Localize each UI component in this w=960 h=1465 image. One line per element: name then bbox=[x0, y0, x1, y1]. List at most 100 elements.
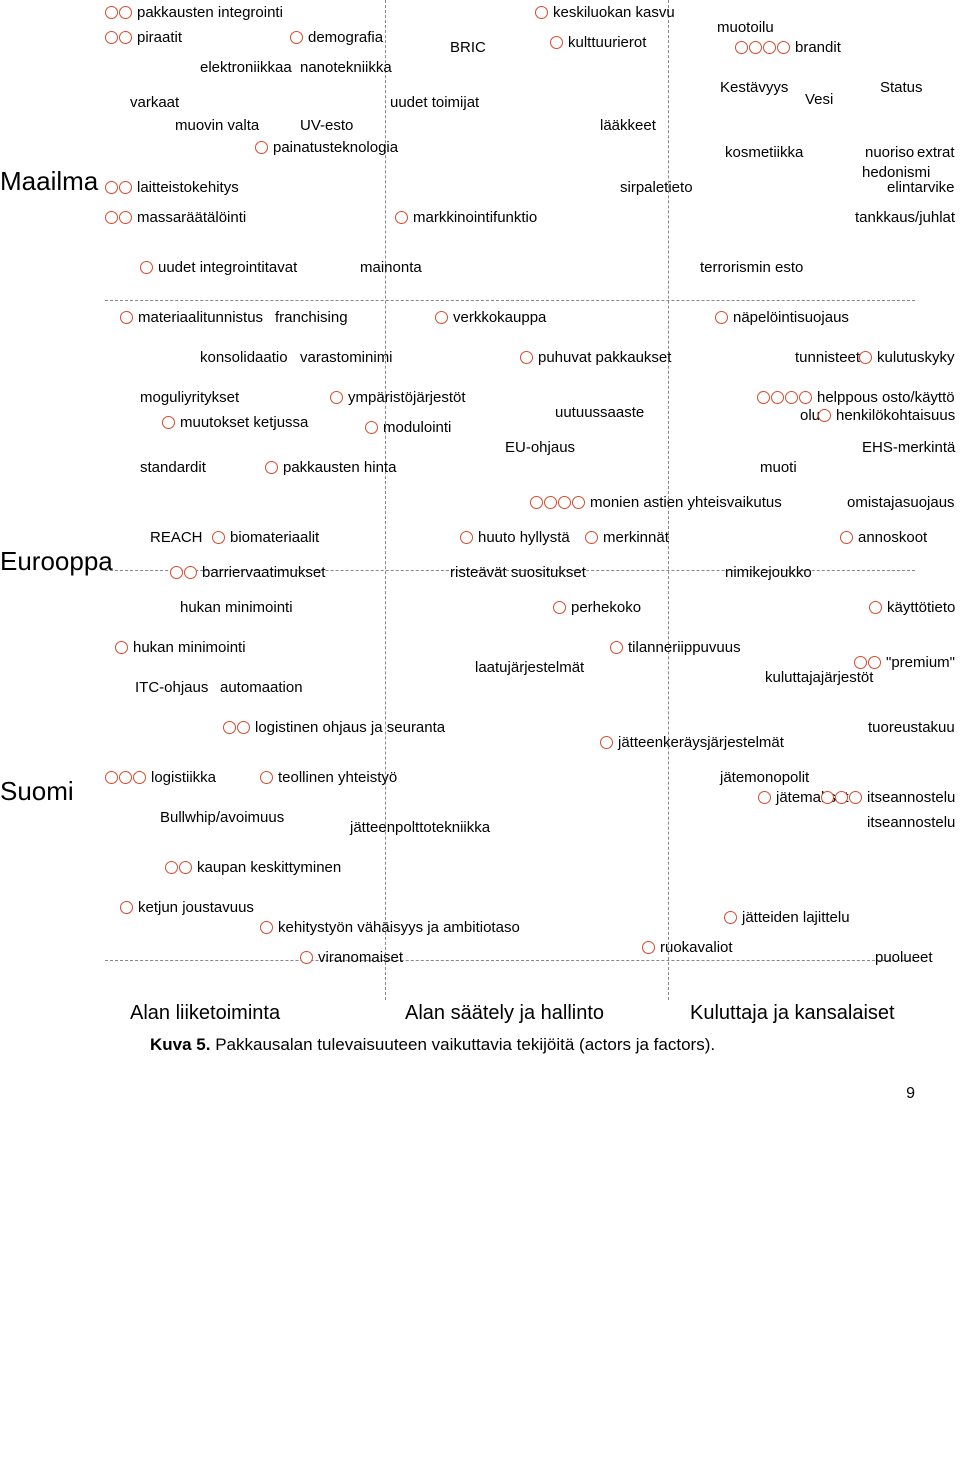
factor-label: perhekoko bbox=[571, 600, 641, 615]
factor-item: demografia bbox=[290, 30, 383, 45]
factor-label: franchising bbox=[275, 310, 348, 325]
marker-dot bbox=[854, 656, 867, 669]
factor-item: merkinnät bbox=[585, 530, 669, 545]
factor-item: muovin valta bbox=[175, 118, 259, 133]
factor-item: jätteiden lajittelu bbox=[724, 910, 850, 925]
factor-label: BRIC bbox=[450, 40, 486, 55]
factor-item: EHS-merkintä bbox=[862, 440, 955, 455]
factor-item: kaupan keskittyminen bbox=[165, 860, 341, 875]
factor-label: painatusteknologia bbox=[273, 140, 398, 155]
factor-label: hukan minimointi bbox=[180, 600, 293, 615]
factor-item: verkkokauppa bbox=[435, 310, 546, 325]
factor-label: itseannostelu bbox=[867, 790, 955, 805]
factor-label: jätteenkeräysjärjestelmät bbox=[618, 735, 784, 750]
factor-item: UV-esto bbox=[300, 118, 353, 133]
marker-dot bbox=[120, 901, 133, 914]
factor-item: massaräätälöinti bbox=[105, 210, 246, 225]
factor-label: ruokavaliot bbox=[660, 940, 733, 955]
factor-item: franchising bbox=[275, 310, 348, 325]
marker-dot bbox=[821, 791, 834, 804]
factor-item: laitteistokehitys bbox=[105, 180, 239, 195]
factor-label: viranomaiset bbox=[318, 950, 403, 965]
factor-label: standardit bbox=[140, 460, 206, 475]
factor-label: brandit bbox=[795, 40, 841, 55]
factor-label: merkinnät bbox=[603, 530, 669, 545]
marker-dot bbox=[869, 601, 882, 614]
factor-item: kosmetiikka bbox=[725, 145, 803, 160]
factor-label: varkaat bbox=[130, 95, 179, 110]
marker-dot bbox=[460, 531, 473, 544]
factor-label: modulointi bbox=[383, 420, 451, 435]
factor-label: elektroniikkaa bbox=[200, 60, 292, 75]
factor-label: laitteistokehitys bbox=[137, 180, 239, 195]
factor-label: nanotekniikka bbox=[300, 60, 392, 75]
factor-item: jätteenpolttotekniikka bbox=[350, 820, 490, 835]
factor-label: EU-ohjaus bbox=[505, 440, 575, 455]
factor-label: nuoriso bbox=[865, 145, 914, 160]
factor-item: huuto hyllystä bbox=[460, 530, 570, 545]
marker-dot bbox=[223, 721, 236, 734]
factor-label: logistinen ohjaus ja seuranta bbox=[255, 720, 445, 735]
factor-label: konsolidaatio bbox=[200, 350, 288, 365]
marker-dot bbox=[553, 601, 566, 614]
factor-item: ympäristöjärjestöt bbox=[330, 390, 466, 405]
factor-label: kuluttajajärjestöt bbox=[765, 670, 873, 685]
factor-label: hukan minimointi bbox=[133, 640, 246, 655]
factor-item: tankkaus/juhlat bbox=[855, 210, 955, 225]
factor-item: tilanneriippuvuus bbox=[610, 640, 741, 655]
factor-item: extrat bbox=[917, 145, 955, 160]
factor-label: omistajasuojaus bbox=[847, 495, 955, 510]
factor-label: ITC-ohjaus bbox=[135, 680, 208, 695]
actors-factors-diagram: MaailmaEurooppaSuomiAlan liiketoimintaAl… bbox=[0, 0, 960, 1120]
marker-dot bbox=[105, 6, 118, 19]
marker-dot bbox=[859, 351, 872, 364]
factor-item: markkinointifunktio bbox=[395, 210, 537, 225]
factor-item: omistajasuojaus bbox=[847, 495, 955, 510]
marker-dot bbox=[237, 721, 250, 734]
factor-label: tankkaus/juhlat bbox=[855, 210, 955, 225]
factor-label: pakkausten hinta bbox=[283, 460, 396, 475]
marker-dot bbox=[868, 656, 881, 669]
marker-dot bbox=[520, 351, 533, 364]
factor-label: muoti bbox=[760, 460, 797, 475]
factor-item: hukan minimointi bbox=[180, 600, 293, 615]
factor-item: terrorismin esto bbox=[700, 260, 803, 275]
marker-dot bbox=[133, 771, 146, 784]
marker-dot bbox=[535, 6, 548, 19]
factor-item: kulutuskyky bbox=[859, 350, 955, 365]
marker-dot bbox=[179, 861, 192, 874]
factor-item: pakkausten integrointi bbox=[105, 5, 283, 20]
factor-label: hedonismi bbox=[862, 165, 930, 180]
factor-item: Vesi bbox=[805, 92, 833, 107]
marker-dot bbox=[255, 141, 268, 154]
horizontal-divider-2 bbox=[105, 960, 915, 961]
factor-item: ketjun joustavuus bbox=[120, 900, 254, 915]
factor-item: varastominimi bbox=[300, 350, 393, 365]
factor-label: keskiluokan kasvu bbox=[553, 5, 675, 20]
factor-item: pakkausten hinta bbox=[265, 460, 396, 475]
marker-dot bbox=[757, 391, 770, 404]
factor-label: huuto hyllystä bbox=[478, 530, 570, 545]
factor-item: helppous osto/käyttö bbox=[757, 390, 955, 405]
factor-item: sirpaletieto bbox=[620, 180, 693, 195]
factor-item: lääkkeet bbox=[600, 118, 656, 133]
factor-label: kaupan keskittyminen bbox=[197, 860, 341, 875]
factor-item: muotoilu bbox=[717, 20, 774, 35]
marker-dot bbox=[785, 391, 798, 404]
marker-dot bbox=[119, 31, 132, 44]
marker-dot bbox=[260, 921, 273, 934]
marker-dot bbox=[162, 416, 175, 429]
factor-label: näpelöintisuojaus bbox=[733, 310, 849, 325]
marker-dot bbox=[165, 861, 178, 874]
factor-label: ympäristöjärjestöt bbox=[348, 390, 466, 405]
factor-label: itseannostelu bbox=[867, 815, 955, 830]
factor-label: EHS-merkintä bbox=[862, 440, 955, 455]
factor-label: uutuussaaste bbox=[555, 405, 644, 420]
factor-item: puhuvat pakkaukset bbox=[520, 350, 671, 365]
factor-label: tuoreustakuu bbox=[868, 720, 955, 735]
factor-label: jätemonopolit bbox=[720, 770, 809, 785]
factor-item: ITC-ohjaus bbox=[135, 680, 208, 695]
factor-item: materiaalitunnistus bbox=[120, 310, 263, 325]
factor-item: varkaat bbox=[130, 95, 179, 110]
factor-item: "premium" bbox=[854, 655, 955, 670]
